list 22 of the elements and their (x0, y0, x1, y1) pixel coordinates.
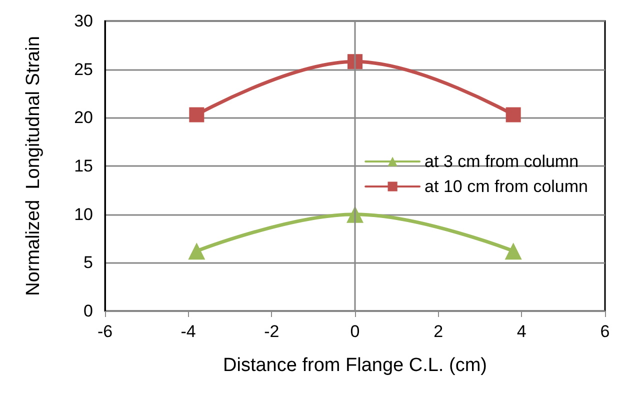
y-tick-label: 30 (74, 12, 93, 30)
point (506, 107, 521, 122)
legend-label: at 10 cm from column (424, 177, 588, 196)
x-tick-label: -6 (97, 322, 113, 341)
y-tick-label: 5 (84, 253, 93, 272)
y-tick-label: 15 (74, 156, 93, 176)
point (188, 242, 206, 260)
x-tick-label: -2 (264, 322, 280, 341)
point (504, 242, 522, 260)
y-tick-label: 25 (74, 60, 93, 79)
x-tick-label: 2 (434, 322, 444, 341)
x-tick-label: 0 (350, 322, 360, 341)
y-axis-title: Normalized Longitudnal Strain (23, 36, 44, 296)
x-tick-label: 4 (516, 322, 526, 341)
x-axis-title: Distance from Flange C.L. (cm) (223, 355, 487, 376)
y-tick-label: 0 (84, 302, 93, 320)
y-tick-label: 20 (74, 108, 93, 128)
y-tick-label: 10 (74, 204, 93, 224)
point (189, 107, 204, 122)
x-tick-label: 6 (600, 322, 610, 341)
legend-label: at 3 cm from column (424, 152, 579, 171)
x-tick-label: -4 (180, 322, 196, 341)
